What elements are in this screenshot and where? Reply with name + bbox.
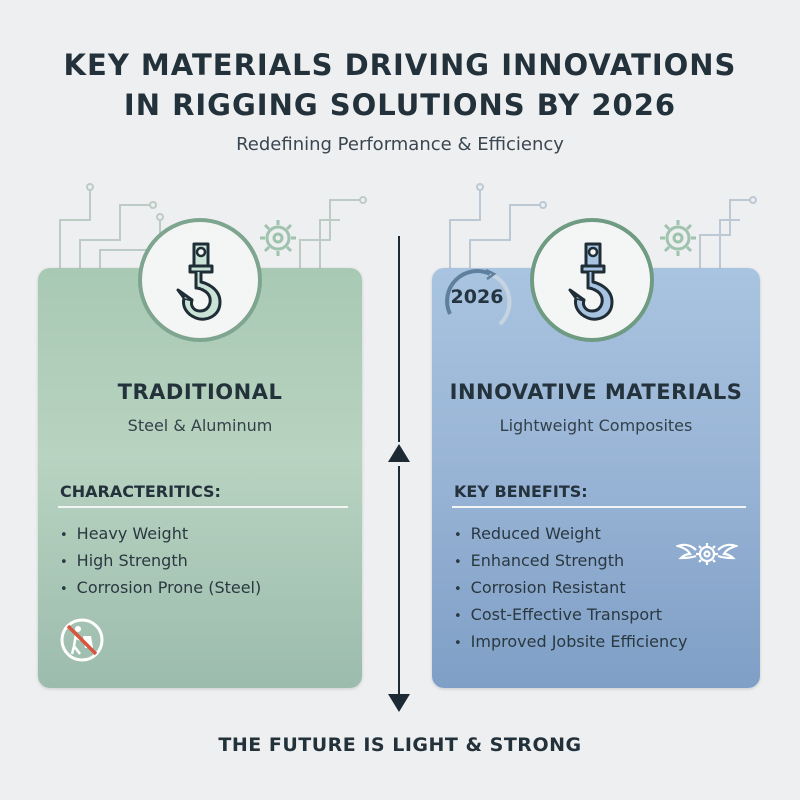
traditional-heading: TRADITIONAL [117, 380, 283, 404]
innovative-subheading: Lightweight Composites [499, 416, 693, 435]
title-line-2: IN RIGGING SOLUTIONS BY 2026 [123, 88, 677, 122]
divider [58, 506, 348, 508]
crane-hook-icon [568, 242, 614, 321]
arrow-down-icon [388, 694, 410, 712]
list-item: Improved Jobsite Efficiency [454, 628, 688, 655]
innovative-heading: INNOVATIVE MATERIALS [449, 380, 743, 404]
crane-hook-icon [176, 242, 222, 321]
list-item: High Strength [60, 547, 261, 574]
footer-tagline: THE FUTURE IS LIGHT & STRONG [218, 734, 582, 756]
circuit-decoration-left-icon [59, 183, 367, 272]
characteristics-label: CHARACTERITICS: [60, 482, 221, 501]
traditional-hook-badge [138, 218, 262, 342]
list-item: Heavy Weight [60, 520, 261, 547]
center-axis-top [398, 236, 400, 442]
innovative-hook-badge [530, 218, 654, 342]
center-axis-bottom [398, 466, 400, 694]
subtitle: Redefining Performance & Efficiency [236, 134, 564, 155]
list-item: Enhanced Strength [454, 547, 687, 574]
traditional-subheading: Steel & Aluminum [127, 416, 273, 435]
list-item: Reduced Weight [454, 520, 687, 547]
key-benefits-label: KEY BENEFITS: [454, 482, 588, 501]
benefits-list: Reduced Weight Enhanced Strength Corrosi… [454, 520, 688, 655]
list-item: Corrosion Resistant [454, 574, 687, 601]
divider [452, 506, 746, 508]
list-item: Cost-Effective Transport [454, 601, 687, 628]
no-heavy-load-icon [60, 618, 104, 662]
title-line-1: KEY MATERIALS DRIVING INNOVATIONS [63, 48, 737, 82]
characteristics-list: Heavy Weight High Strength Corrosion Pro… [60, 520, 262, 601]
arrow-up-icon [388, 444, 410, 462]
year-badge: 2026 [450, 286, 504, 308]
list-item: Corrosion Prone (Steel) [60, 574, 262, 601]
year-ring-icon [445, 268, 512, 326]
circuit-decoration-right-icon [449, 183, 757, 272]
winged-gear-icon [676, 543, 738, 565]
